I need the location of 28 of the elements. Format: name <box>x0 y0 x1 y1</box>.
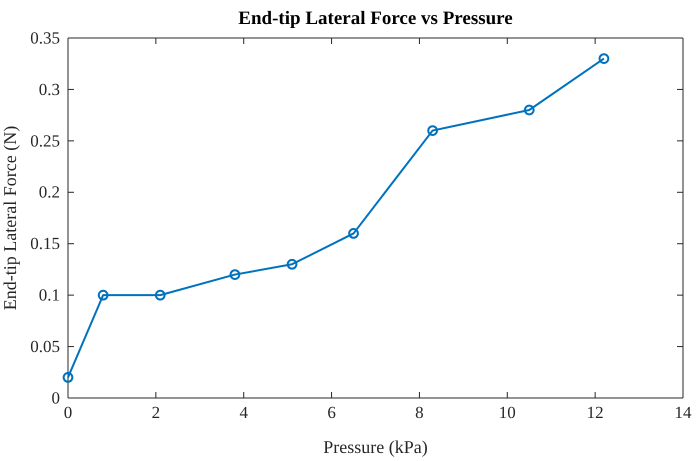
y-tick-label: 0.1 <box>38 286 60 305</box>
x-tick-label: 6 <box>327 403 336 422</box>
x-tick-label: 14 <box>674 403 692 422</box>
point <box>62 372 74 383</box>
point <box>230 269 240 280</box>
y-tick-label: 0.15 <box>30 234 60 254</box>
y-axis-title: End-tip Lateral Force (N) <box>0 126 20 310</box>
y-tick-label: 0.05 <box>30 337 60 356</box>
x-tick-label: 0 <box>64 403 72 422</box>
chart-title: End-tip Lateral Force vs Pressure <box>238 8 513 29</box>
x-tick-label: 12 <box>586 403 604 422</box>
point <box>286 258 298 270</box>
point <box>427 125 438 136</box>
point <box>98 290 109 301</box>
point <box>524 104 535 116</box>
point <box>348 228 359 239</box>
x-tick-label: 8 <box>415 403 424 422</box>
x-tick-label: 2 <box>152 403 160 422</box>
y-tick-label: 0 <box>52 388 60 408</box>
y-tick-label: 0.25 <box>30 131 60 150</box>
x-tick-label: 4 <box>239 403 248 422</box>
point <box>154 290 166 301</box>
y-tick-label: 0.3 <box>38 80 60 99</box>
point <box>598 53 610 64</box>
x-axis-title: Pressure (kPa) <box>323 437 428 457</box>
y-tick-label: 0.2 <box>38 182 60 202</box>
x-tick-label: 10 <box>498 403 516 422</box>
y-tick-label: 0.35 <box>30 28 60 48</box>
